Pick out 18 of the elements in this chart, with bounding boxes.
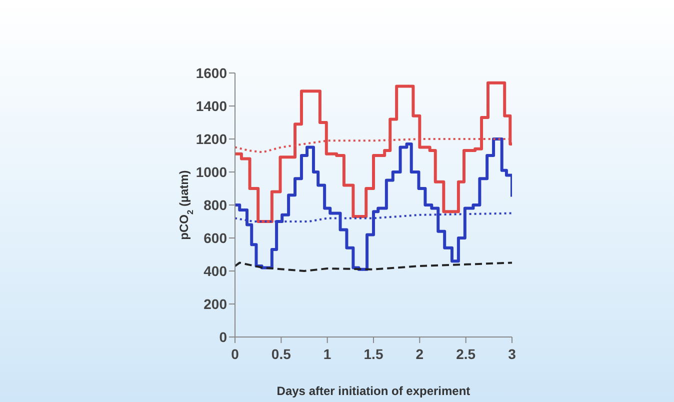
x-tick-label: 1.5 [364, 346, 384, 362]
y-tick-label: 1600 [196, 64, 228, 81]
y-tick-label: 600 [204, 230, 228, 246]
x-tick-label: 2.5 [456, 346, 476, 362]
y-tick-label: 400 [204, 262, 228, 279]
x-tick-label: 1 [323, 346, 332, 362]
y-tick-label: 1200 [196, 130, 228, 147]
y-tick-label: 0 [219, 328, 228, 345]
y-tick-label: 200 [204, 296, 228, 312]
x-axis-title: Days after initiation of experiment [276, 384, 470, 398]
x-tick-label: 0.5 [271, 346, 292, 362]
x-tick-label: 3 [508, 346, 516, 362]
y-tick-label: 800 [204, 196, 228, 213]
x-tick-label: 0 [231, 346, 240, 362]
y-tick-label: 1000 [196, 164, 228, 180]
x-tick-label: 2 [416, 346, 424, 362]
y-tick-label: 1400 [196, 98, 228, 114]
line-series [235, 262, 512, 272]
